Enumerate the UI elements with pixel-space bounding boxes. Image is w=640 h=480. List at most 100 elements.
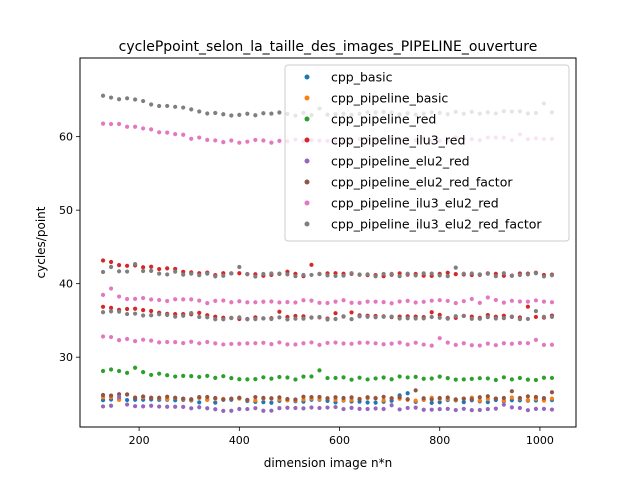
data-point	[108, 264, 114, 270]
data-point	[197, 109, 202, 114]
data-point	[429, 397, 434, 402]
data-point	[285, 396, 290, 402]
data-point	[124, 124, 130, 129]
data-point	[165, 339, 170, 345]
data-point	[213, 110, 218, 116]
data-point	[437, 312, 442, 318]
data-point	[325, 375, 330, 381]
data-point	[445, 274, 450, 279]
y-axis-label: cycles/point	[34, 206, 48, 278]
data-point	[293, 300, 298, 305]
data-point	[149, 297, 154, 302]
data-point	[149, 338, 154, 343]
data-point	[533, 314, 539, 320]
data-point	[100, 334, 106, 339]
data-point	[301, 406, 306, 411]
data-point	[245, 317, 250, 322]
data-point	[413, 316, 418, 321]
data-point	[237, 341, 242, 346]
data-point	[437, 395, 442, 401]
data-point	[253, 113, 258, 118]
data-point	[509, 377, 514, 382]
data-point	[461, 400, 466, 405]
data-point	[485, 314, 490, 320]
data-point	[133, 395, 138, 400]
data-point	[541, 375, 547, 380]
data-point	[365, 314, 370, 319]
data-point	[165, 373, 170, 378]
data-point	[397, 299, 402, 304]
data-point	[141, 98, 146, 104]
data-point	[277, 315, 282, 320]
data-point	[373, 400, 378, 405]
data-point	[181, 313, 186, 318]
data-point	[445, 298, 450, 304]
data-point	[149, 127, 154, 132]
data-point	[253, 341, 258, 346]
data-point	[245, 397, 250, 402]
data-point	[189, 297, 194, 302]
data-point	[205, 394, 210, 400]
data-point	[108, 403, 114, 408]
data-point	[149, 313, 154, 318]
data-point	[493, 396, 498, 401]
data-point	[405, 271, 410, 276]
data-point	[373, 376, 378, 381]
data-point	[437, 298, 442, 303]
data-point	[197, 135, 202, 140]
data-point	[141, 394, 146, 399]
data-point	[141, 313, 146, 318]
data-point	[221, 112, 226, 117]
data-point	[301, 316, 306, 321]
data-point	[389, 396, 394, 401]
data-point	[237, 271, 242, 276]
data-point	[501, 402, 506, 407]
data-point	[381, 406, 386, 412]
x-tick-label: 400	[229, 434, 250, 447]
data-point	[341, 406, 346, 412]
data-point	[509, 298, 514, 303]
data-point	[349, 310, 354, 315]
y-tick-label: 30	[59, 351, 73, 364]
legend-entry: cpp_basic	[331, 70, 393, 85]
data-point	[429, 310, 434, 315]
data-point	[189, 397, 194, 402]
data-point	[213, 138, 218, 143]
data-point	[341, 395, 346, 401]
data-point	[133, 261, 138, 267]
data-point	[221, 273, 226, 278]
data-point	[245, 139, 250, 144]
data-point	[165, 130, 170, 135]
data-point	[189, 107, 194, 112]
data-point	[293, 316, 298, 321]
data-point	[213, 395, 218, 401]
y-tick-label: 50	[59, 204, 73, 217]
data-point	[493, 297, 498, 303]
x-tick-label: 800	[429, 434, 450, 447]
data-point	[477, 272, 482, 277]
data-point	[293, 377, 298, 382]
data-point	[349, 271, 354, 276]
data-point	[181, 396, 186, 401]
data-point	[533, 394, 539, 400]
data-point	[261, 299, 266, 304]
data-point	[485, 394, 490, 399]
data-point	[229, 408, 234, 413]
data-point	[149, 372, 154, 378]
data-point	[445, 270, 450, 275]
data-point	[541, 314, 547, 319]
data-point	[116, 121, 122, 127]
data-point	[293, 405, 298, 411]
data-point	[149, 395, 154, 400]
data-point	[509, 405, 514, 410]
data-point	[485, 295, 490, 300]
data-point	[469, 271, 474, 276]
data-point	[453, 407, 458, 413]
legend-marker	[304, 74, 310, 80]
data-point	[517, 299, 522, 304]
data-point	[349, 405, 354, 410]
data-point	[549, 396, 555, 401]
data-point	[397, 374, 402, 379]
data-point	[213, 400, 218, 405]
